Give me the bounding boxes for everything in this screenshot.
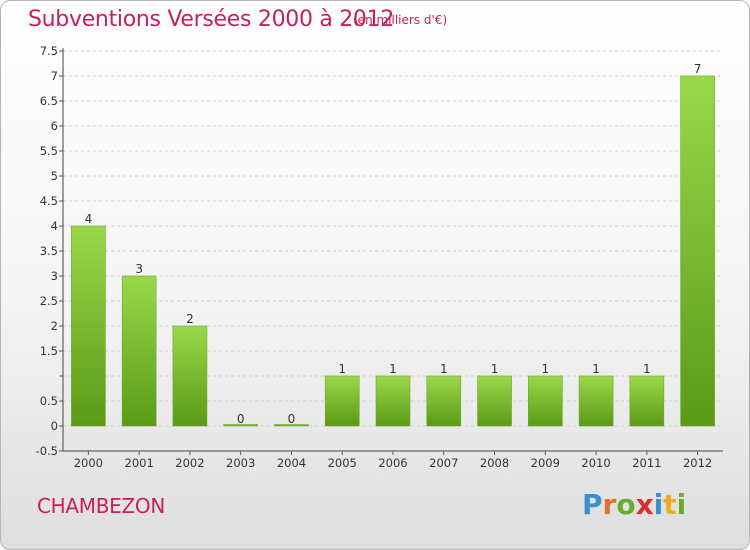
bar-value-label: 3 [135, 262, 143, 276]
bar [172, 325, 208, 427]
y-tick-label: 5.5 [40, 144, 58, 158]
bar [223, 424, 258, 427]
bar-value-label: 1 [491, 362, 499, 376]
x-tick-label: 2009 [531, 456, 560, 470]
x-tick-label: 2006 [378, 456, 407, 470]
bar [71, 225, 106, 427]
y-tick-label: 1.5 [40, 344, 58, 358]
bar [680, 75, 715, 427]
chart-subtitle: (en milliers d'€) [353, 13, 448, 27]
logo-letter: P [582, 488, 603, 521]
bar [375, 375, 411, 427]
x-tick-label: 2002 [175, 456, 204, 470]
y-tick-label: -0.5 [36, 444, 58, 458]
x-tick-label: 2005 [328, 456, 357, 470]
x-tick-label: 2010 [581, 456, 610, 470]
bar-value-label: 1 [389, 362, 397, 376]
bar-value-label: 0 [237, 412, 245, 426]
logo-letter: i [676, 488, 687, 521]
bar [324, 375, 360, 427]
y-tick-label: 6.5 [40, 94, 58, 108]
bar [426, 375, 462, 427]
y-tick-label: 2 [51, 319, 58, 333]
bar-value-label: 1 [643, 362, 651, 376]
y-tick-label: 3 [51, 269, 58, 283]
bar-value-label: 1 [440, 362, 448, 376]
x-tick-label: 2011 [632, 456, 661, 470]
y-tick-label: 0.5 [40, 394, 58, 408]
logo-letter: r [602, 488, 617, 521]
logo-letter: t [663, 488, 677, 521]
x-tick-label: 2000 [74, 456, 103, 470]
y-tick-label: 6 [51, 119, 58, 133]
x-tick-label: 2001 [125, 456, 154, 470]
bar-value-label: 2 [186, 312, 194, 326]
commune-name: CHAMBEZON [37, 494, 166, 518]
bar-value-label: 1 [592, 362, 600, 376]
bar [629, 375, 665, 427]
logo-letter: x [635, 488, 654, 521]
bar-value-label: 7 [694, 62, 702, 76]
y-tick-label: 7 [51, 69, 58, 83]
x-tick-label: 2003 [226, 456, 255, 470]
y-tick-label: 2.5 [40, 294, 58, 308]
x-tick-label: 2012 [683, 456, 712, 470]
bar-value-label: 4 [85, 212, 93, 226]
bar [578, 375, 614, 427]
x-tick-label: 2008 [480, 456, 509, 470]
bar [274, 424, 309, 427]
bar [121, 275, 157, 427]
y-tick-label: 3.5 [40, 244, 58, 258]
bar-value-label: 1 [541, 362, 549, 376]
bar-value-label: 0 [288, 412, 296, 426]
y-tick-label: 4 [51, 219, 58, 233]
proxiti-logo: Proxiti [582, 488, 686, 521]
chart-title: Subventions Versées 2000 à 2012 [28, 7, 395, 32]
y-tick-label: 4.5 [40, 194, 58, 208]
x-tick-label: 2007 [429, 456, 458, 470]
y-tick-label: 5 [51, 169, 58, 183]
bar [477, 375, 512, 427]
y-tick-label: 7.5 [40, 44, 58, 58]
bar [528, 375, 563, 427]
y-tick-label: 0 [51, 419, 58, 433]
logo-letter: i [653, 488, 664, 521]
logo-letter: o [616, 488, 636, 521]
bar-value-label: 1 [338, 362, 346, 376]
x-tick-label: 2004 [277, 456, 306, 470]
